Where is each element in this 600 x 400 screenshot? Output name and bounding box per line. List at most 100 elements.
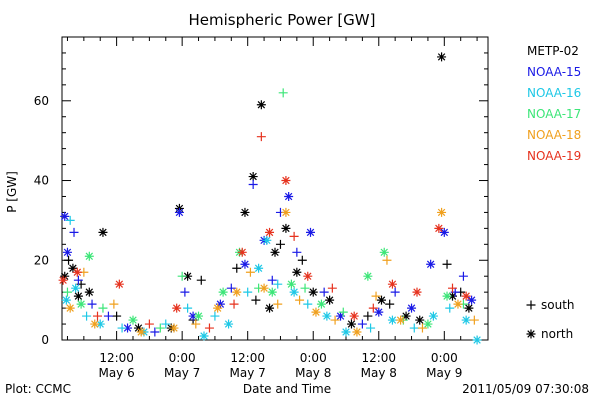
data-point-south bbox=[232, 263, 242, 273]
data-point-north bbox=[259, 283, 269, 293]
data-point-south bbox=[458, 271, 468, 281]
x-tick-time-label: 12:00 bbox=[99, 351, 134, 365]
data-point-north bbox=[237, 247, 247, 257]
data-point-north bbox=[401, 311, 411, 321]
x-tick-date-label: May 7 bbox=[230, 366, 266, 380]
data-point-south bbox=[338, 307, 348, 317]
data-point-north bbox=[316, 299, 326, 309]
data-point-south bbox=[382, 255, 392, 265]
data-point-south bbox=[117, 323, 127, 333]
legend-entry: NOAA-15 bbox=[527, 65, 581, 79]
data-point-north bbox=[199, 331, 209, 341]
data-point-north bbox=[284, 191, 294, 201]
data-point-south bbox=[191, 319, 201, 329]
data-point-north bbox=[396, 315, 406, 325]
data-point-north bbox=[183, 271, 193, 281]
data-point-north bbox=[461, 291, 471, 301]
data-point-north bbox=[213, 303, 223, 313]
data-point-north bbox=[72, 267, 82, 277]
data-point-south bbox=[292, 247, 302, 257]
data-point-south bbox=[226, 283, 236, 293]
data-point-north bbox=[98, 227, 108, 237]
data-point-south bbox=[275, 239, 285, 249]
data-point-south bbox=[448, 283, 457, 293]
data-point-south bbox=[295, 295, 305, 305]
data-point-south bbox=[65, 215, 75, 225]
legend-entry: NOAA-19 bbox=[527, 149, 581, 163]
y-axis-ticks: 0 20 40 60 bbox=[34, 36, 488, 347]
data-point-south bbox=[204, 323, 214, 333]
data-point-north bbox=[311, 307, 321, 317]
data-point-north bbox=[62, 247, 72, 257]
data-point-south bbox=[196, 275, 206, 285]
data-point-north bbox=[172, 303, 182, 313]
data-point-north bbox=[467, 295, 477, 305]
data-point-north bbox=[73, 291, 83, 301]
data-point-south bbox=[330, 315, 340, 325]
series-legend: METP-02 NOAA-15 NOAA-16 NOAA-17 NOAA-18 NOAA-… bbox=[527, 44, 581, 163]
y-tick-label: 40 bbox=[34, 174, 49, 188]
data-point-north bbox=[336, 311, 346, 321]
data-point-north bbox=[248, 172, 258, 182]
plot-axes bbox=[61, 36, 489, 341]
data-point-north bbox=[133, 323, 143, 333]
data-point-south bbox=[73, 275, 83, 285]
data-point-south bbox=[177, 271, 187, 281]
data-point-south bbox=[327, 283, 337, 293]
data-point-south bbox=[390, 287, 400, 297]
data-point-south bbox=[526, 300, 536, 310]
plot-frame bbox=[61, 36, 489, 341]
data-point-north bbox=[95, 319, 105, 329]
data-point-north bbox=[349, 311, 359, 321]
data-point-north bbox=[289, 287, 299, 297]
data-point-north bbox=[346, 319, 356, 329]
x-tick-date-label: May 9 bbox=[426, 366, 462, 380]
x-axis-label: Date and Time bbox=[243, 382, 331, 396]
data-point-north bbox=[60, 271, 70, 281]
marker-key-label: north bbox=[541, 327, 573, 341]
data-point-south bbox=[273, 279, 283, 289]
data-point-north bbox=[123, 323, 133, 333]
data-point-north bbox=[76, 299, 86, 309]
data-point-north bbox=[426, 259, 436, 269]
data-point-south bbox=[357, 319, 367, 329]
legend-entry: NOAA-16 bbox=[527, 86, 581, 100]
data-point-north bbox=[65, 303, 75, 313]
data-point-north bbox=[194, 311, 204, 321]
data-point-south bbox=[64, 255, 74, 265]
data-point-south bbox=[267, 275, 277, 285]
legend-entry: METP-02 bbox=[527, 44, 579, 58]
data-point-south bbox=[278, 88, 288, 98]
data-point-north bbox=[526, 329, 536, 339]
data-point-north bbox=[437, 207, 447, 217]
data-point-north bbox=[169, 323, 179, 333]
data-point-north bbox=[412, 287, 422, 297]
data-points bbox=[58, 52, 482, 345]
y-tick-label: 20 bbox=[34, 253, 49, 267]
data-point-north bbox=[415, 315, 425, 325]
series-noaa-16 bbox=[61, 215, 482, 345]
data-point-south bbox=[229, 299, 239, 309]
x-tick-date-label: May 7 bbox=[164, 366, 200, 380]
data-point-north bbox=[256, 100, 266, 110]
x-tick-time-label: 0:00 bbox=[431, 351, 458, 365]
data-point-south bbox=[368, 303, 378, 313]
data-point-north bbox=[352, 327, 362, 337]
data-point-south bbox=[445, 303, 455, 313]
data-point-north bbox=[379, 247, 389, 257]
data-point-north bbox=[281, 207, 291, 217]
series-noaa-15 bbox=[60, 180, 477, 337]
data-point-north bbox=[136, 327, 146, 337]
series-noaa-17 bbox=[62, 88, 468, 333]
data-point-north bbox=[374, 307, 384, 317]
data-point-north bbox=[303, 271, 313, 281]
data-point-north bbox=[174, 207, 184, 217]
data-point-north bbox=[262, 235, 272, 245]
data-point-north bbox=[61, 295, 71, 305]
x-tick-time-label: 12:00 bbox=[361, 351, 396, 365]
data-point-north bbox=[84, 287, 94, 297]
data-point-north bbox=[428, 311, 438, 321]
data-point-south bbox=[319, 287, 329, 297]
data-point-south bbox=[98, 303, 108, 313]
